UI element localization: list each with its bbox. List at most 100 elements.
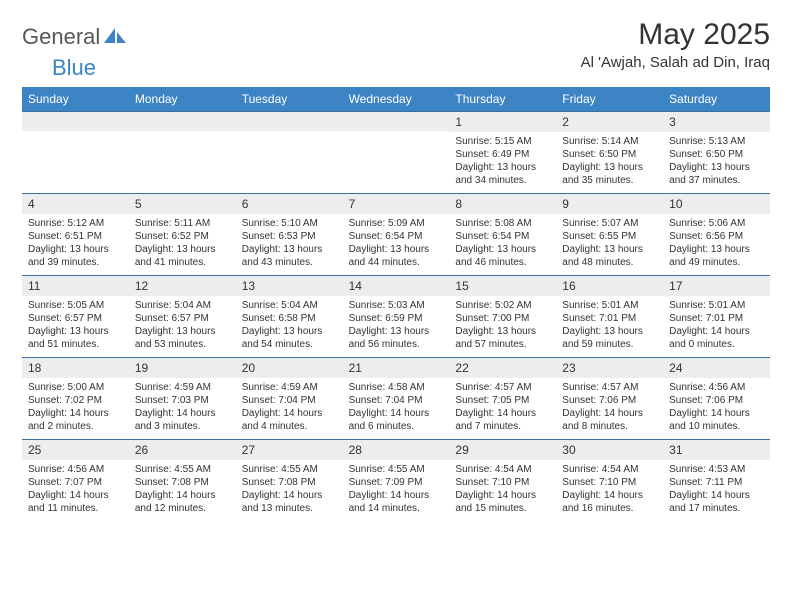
sunset-text: Sunset: 6:51 PM: [28, 230, 123, 243]
sunset-text: Sunset: 7:03 PM: [135, 394, 230, 407]
cell-body: Sunrise: 5:02 AMSunset: 7:00 PMDaylight:…: [449, 296, 556, 357]
daylight-text: Daylight: 13 hours and 44 minutes.: [349, 243, 444, 269]
sunrise-text: Sunrise: 4:59 AM: [242, 381, 337, 394]
sunset-text: Sunset: 7:10 PM: [562, 476, 657, 489]
sunset-text: Sunset: 6:52 PM: [135, 230, 230, 243]
sunset-text: Sunset: 6:50 PM: [669, 148, 764, 161]
cell-body: Sunrise: 4:53 AMSunset: 7:11 PMDaylight:…: [663, 460, 770, 521]
day-number: 25: [22, 439, 129, 460]
daylight-text: Daylight: 14 hours and 14 minutes.: [349, 489, 444, 515]
calendar-cell: 27Sunrise: 4:55 AMSunset: 7:08 PMDayligh…: [236, 439, 343, 521]
daylight-text: Daylight: 13 hours and 59 minutes.: [562, 325, 657, 351]
cell-body: Sunrise: 4:57 AMSunset: 7:06 PMDaylight:…: [556, 378, 663, 439]
day-number: [236, 111, 343, 131]
day-number: 11: [22, 275, 129, 296]
cell-body: Sunrise: 5:08 AMSunset: 6:54 PMDaylight:…: [449, 214, 556, 275]
cell-body: Sunrise: 5:04 AMSunset: 6:57 PMDaylight:…: [129, 296, 236, 357]
calendar-cell: 5Sunrise: 5:11 AMSunset: 6:52 PMDaylight…: [129, 193, 236, 275]
sunrise-text: Sunrise: 4:55 AM: [242, 463, 337, 476]
calendar-cell: 2Sunrise: 5:14 AMSunset: 6:50 PMDaylight…: [556, 111, 663, 193]
day-number: 22: [449, 357, 556, 378]
sunset-text: Sunset: 6:49 PM: [455, 148, 550, 161]
calendar-cell: 6Sunrise: 5:10 AMSunset: 6:53 PMDaylight…: [236, 193, 343, 275]
dayhead: Sunday: [22, 87, 129, 111]
cell-body: [236, 131, 343, 187]
day-number: 2: [556, 111, 663, 132]
logo: General: [22, 18, 128, 50]
sunrise-text: Sunrise: 5:11 AM: [135, 217, 230, 230]
day-number: 29: [449, 439, 556, 460]
cell-body: Sunrise: 4:58 AMSunset: 7:04 PMDaylight:…: [343, 378, 450, 439]
calendar-cell: 7Sunrise: 5:09 AMSunset: 6:54 PMDaylight…: [343, 193, 450, 275]
sunset-text: Sunset: 7:10 PM: [455, 476, 550, 489]
calendar-cell: 21Sunrise: 4:58 AMSunset: 7:04 PMDayligh…: [343, 357, 450, 439]
day-number: 20: [236, 357, 343, 378]
sunset-text: Sunset: 7:07 PM: [28, 476, 123, 489]
day-number: 3: [663, 111, 770, 132]
calendar-cell: [129, 111, 236, 193]
cell-body: Sunrise: 5:01 AMSunset: 7:01 PMDaylight:…: [663, 296, 770, 357]
calendar-cell: 14Sunrise: 5:03 AMSunset: 6:59 PMDayligh…: [343, 275, 450, 357]
day-number: 9: [556, 193, 663, 214]
calendar: SundayMondayTuesdayWednesdayThursdayFrid…: [22, 87, 770, 521]
cell-body: Sunrise: 5:11 AMSunset: 6:52 PMDaylight:…: [129, 214, 236, 275]
dayhead: Tuesday: [236, 87, 343, 111]
sunset-text: Sunset: 7:01 PM: [669, 312, 764, 325]
calendar-cell: 11Sunrise: 5:05 AMSunset: 6:57 PMDayligh…: [22, 275, 129, 357]
calendar-cell: 24Sunrise: 4:56 AMSunset: 7:06 PMDayligh…: [663, 357, 770, 439]
daylight-text: Daylight: 14 hours and 17 minutes.: [669, 489, 764, 515]
sunrise-text: Sunrise: 4:55 AM: [135, 463, 230, 476]
cell-body: Sunrise: 4:59 AMSunset: 7:03 PMDaylight:…: [129, 378, 236, 439]
calendar-cell: 25Sunrise: 4:56 AMSunset: 7:07 PMDayligh…: [22, 439, 129, 521]
sunrise-text: Sunrise: 5:04 AM: [242, 299, 337, 312]
sunrise-text: Sunrise: 5:10 AM: [242, 217, 337, 230]
sunset-text: Sunset: 7:02 PM: [28, 394, 123, 407]
sunset-text: Sunset: 6:54 PM: [455, 230, 550, 243]
day-number: [22, 111, 129, 131]
day-number: 7: [343, 193, 450, 214]
sunset-text: Sunset: 7:00 PM: [455, 312, 550, 325]
day-number: 21: [343, 357, 450, 378]
sunrise-text: Sunrise: 4:56 AM: [669, 381, 764, 394]
day-number: 19: [129, 357, 236, 378]
calendar-cell: 13Sunrise: 5:04 AMSunset: 6:58 PMDayligh…: [236, 275, 343, 357]
sunrise-text: Sunrise: 5:15 AM: [455, 135, 550, 148]
calendar-cell: 26Sunrise: 4:55 AMSunset: 7:08 PMDayligh…: [129, 439, 236, 521]
day-number: 24: [663, 357, 770, 378]
sunrise-text: Sunrise: 5:01 AM: [669, 299, 764, 312]
sunset-text: Sunset: 7:04 PM: [242, 394, 337, 407]
day-number: 5: [129, 193, 236, 214]
day-number: 4: [22, 193, 129, 214]
day-number: 31: [663, 439, 770, 460]
daylight-text: Daylight: 13 hours and 46 minutes.: [455, 243, 550, 269]
sunrise-text: Sunrise: 4:53 AM: [669, 463, 764, 476]
calendar-cell: 1Sunrise: 5:15 AMSunset: 6:49 PMDaylight…: [449, 111, 556, 193]
daylight-text: Daylight: 13 hours and 56 minutes.: [349, 325, 444, 351]
calendar-cell: 31Sunrise: 4:53 AMSunset: 7:11 PMDayligh…: [663, 439, 770, 521]
day-number: 15: [449, 275, 556, 296]
day-number: 27: [236, 439, 343, 460]
sunrise-text: Sunrise: 5:03 AM: [349, 299, 444, 312]
cell-body: Sunrise: 5:07 AMSunset: 6:55 PMDaylight:…: [556, 214, 663, 275]
daylight-text: Daylight: 13 hours and 39 minutes.: [28, 243, 123, 269]
day-number: 18: [22, 357, 129, 378]
day-number: 10: [663, 193, 770, 214]
cell-body: Sunrise: 5:15 AMSunset: 6:49 PMDaylight:…: [449, 132, 556, 193]
daylight-text: Daylight: 14 hours and 6 minutes.: [349, 407, 444, 433]
daylight-text: Daylight: 13 hours and 43 minutes.: [242, 243, 337, 269]
sunset-text: Sunset: 7:05 PM: [455, 394, 550, 407]
cell-body: Sunrise: 5:03 AMSunset: 6:59 PMDaylight:…: [343, 296, 450, 357]
weeks-container: 1Sunrise: 5:15 AMSunset: 6:49 PMDaylight…: [22, 111, 770, 521]
cell-body: Sunrise: 4:55 AMSunset: 7:08 PMDaylight:…: [129, 460, 236, 521]
cell-body: Sunrise: 4:56 AMSunset: 7:06 PMDaylight:…: [663, 378, 770, 439]
dayhead: Monday: [129, 87, 236, 111]
calendar-cell: 10Sunrise: 5:06 AMSunset: 6:56 PMDayligh…: [663, 193, 770, 275]
sunrise-text: Sunrise: 5:06 AM: [669, 217, 764, 230]
cell-body: Sunrise: 4:55 AMSunset: 7:08 PMDaylight:…: [236, 460, 343, 521]
sunset-text: Sunset: 7:06 PM: [669, 394, 764, 407]
sunset-text: Sunset: 6:53 PM: [242, 230, 337, 243]
cell-body: Sunrise: 5:09 AMSunset: 6:54 PMDaylight:…: [343, 214, 450, 275]
logo-text-general: General: [22, 24, 100, 50]
cell-body: Sunrise: 5:13 AMSunset: 6:50 PMDaylight:…: [663, 132, 770, 193]
sunrise-text: Sunrise: 5:12 AM: [28, 217, 123, 230]
